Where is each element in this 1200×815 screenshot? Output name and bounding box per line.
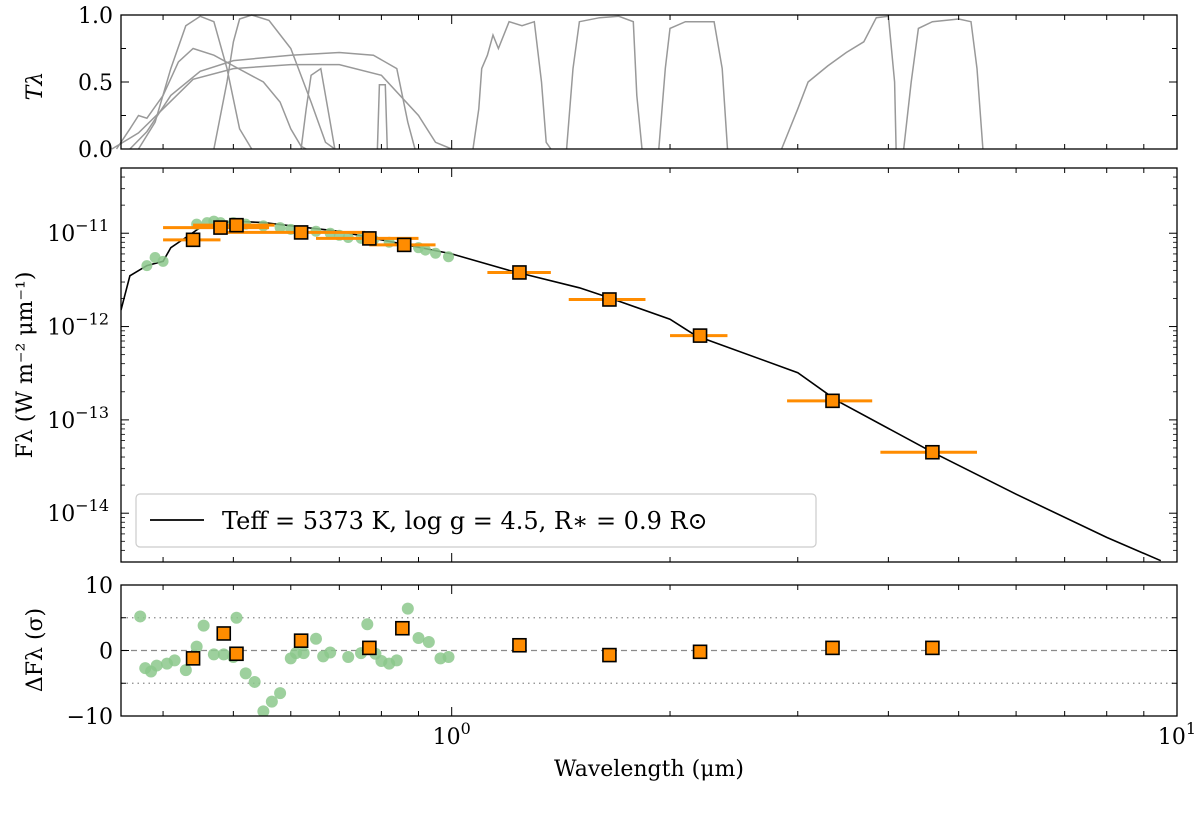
spectrum-point	[443, 251, 455, 263]
photometry-point	[229, 217, 244, 233]
photometry-residual-point	[512, 637, 527, 653]
x-tick-label: 101	[1158, 719, 1196, 750]
photometry-point	[692, 328, 708, 343]
photometry-point	[925, 444, 940, 460]
spectrum-residual-point	[239, 667, 252, 680]
wavelength-x-ticks: 100 101	[433, 719, 1196, 750]
transmission-axes-frame	[120, 14, 1178, 150]
spectrum-residual-point	[390, 654, 403, 667]
photometry-residual-point	[925, 640, 940, 656]
photometry-residual-point	[825, 640, 840, 656]
residual-reference-lines	[121, 617, 1177, 684]
photometry-residual-point	[602, 647, 617, 663]
y-tick-label: 0.5	[78, 71, 113, 96]
y-tick-label: 0.0	[78, 138, 113, 163]
filter-curve-band-11	[780, 15, 897, 150]
filter-curves	[111, 14, 984, 150]
spectrum-residual-point	[248, 675, 261, 688]
spectrum-residual-point	[297, 647, 310, 660]
residuals-panel: 100−10 100 101 ΔFλ (σ) Wavelength (μm)	[23, 574, 1196, 782]
spectrum-point	[419, 244, 431, 256]
spectrum-residual-point	[134, 610, 147, 623]
y-tick-label: 10−11	[47, 216, 109, 247]
legend-label: Teff = 5373 K, log g = 4.5, R∗ = 0.9 R⊙	[222, 507, 708, 535]
residual-axes-frame	[120, 584, 1178, 717]
spectrum-residual-point	[361, 618, 374, 631]
filter-curve-band-4	[129, 51, 416, 150]
filter-curve-band-2	[137, 15, 253, 150]
y-tick-label: 1.0	[78, 4, 113, 29]
photometry-points	[163, 217, 978, 460]
spectrum-residual-point	[190, 640, 203, 653]
y-tick-label: 10−13	[47, 403, 109, 434]
filter-curve-band-8	[472, 20, 552, 150]
photometry-residual-point	[229, 646, 244, 662]
photometry-point	[213, 220, 228, 235]
legend: Teff = 5373 K, log g = 4.5, R∗ = 0.9 R⊙	[135, 493, 817, 548]
x-axis-label: Wavelength (μm)	[554, 757, 744, 782]
filter-curve-band-1	[115, 47, 307, 150]
spectrum-residual-point	[442, 651, 455, 664]
x-tick-label: 100	[433, 719, 471, 750]
y-tick-label: −10	[67, 705, 113, 730]
filter-curve-band-12	[902, 18, 984, 150]
spectrum-residual-point	[257, 705, 270, 716]
photometry-point	[362, 231, 377, 246]
spectrum-residual-point	[168, 654, 181, 667]
spectrum-residual-point	[274, 687, 287, 700]
photometry-residual-point	[692, 644, 708, 660]
spectrum-residual-points	[134, 602, 455, 716]
photometry-point	[602, 292, 617, 307]
y-tick-label: 10−12	[47, 310, 109, 341]
filter-curve-band-10	[658, 20, 729, 150]
photometry-point	[185, 232, 201, 248]
spectrum-point	[274, 222, 286, 234]
photometry-residual-points	[185, 620, 940, 666]
filter-curve-band-3	[111, 63, 452, 150]
filter-curve-band-9	[565, 15, 643, 150]
spectrum-point	[141, 260, 153, 272]
spectrum-residual-point	[217, 648, 230, 661]
legend-box	[135, 493, 817, 548]
spectrum-residual-point	[179, 664, 192, 677]
sed-y-ticks: 10−11 10−12 10−13 10−14	[47, 167, 1178, 563]
spectrum-residual-point	[401, 602, 414, 615]
sed-y-label: Fλ (W m⁻² μm⁻¹)	[13, 272, 38, 459]
photometry-point	[825, 393, 840, 409]
spectrum-residual-point	[412, 632, 425, 645]
filter-curve-band-7	[376, 83, 389, 150]
photometry-residual-point	[185, 651, 201, 666]
photometry-point	[512, 265, 527, 280]
y-tick-label: 10	[85, 574, 113, 599]
spectrum-point	[157, 255, 169, 267]
spectrum-residual-point	[150, 659, 163, 672]
filter-curve-band-5	[213, 14, 336, 150]
photometry-residual-point	[216, 626, 232, 641]
spectrum-point	[430, 247, 442, 259]
spectrum-residual-point	[230, 611, 243, 624]
spectrum-residual-point	[422, 635, 435, 648]
transmission-panel: 0.0 0.5 1.0 Tλ	[23, 4, 1178, 163]
photometry-point	[293, 225, 309, 240]
sed-panel: 10−11 10−12 10−13 10−14 Fλ (W m⁻² μm⁻¹) Tef…	[13, 167, 1178, 563]
spectrum-residual-point	[207, 648, 220, 661]
residual-y-label: ΔFλ (σ)	[23, 608, 48, 692]
photometry-residual-point	[293, 633, 309, 648]
y-tick-label: 10−14	[47, 496, 109, 527]
photometry-residual-point	[362, 640, 377, 656]
filter-curve-band-6	[300, 67, 336, 150]
photometry-residual-point	[395, 620, 410, 636]
spectrum-residual-point	[197, 619, 210, 632]
transmission-y-label: Tλ	[23, 72, 48, 101]
spectrum-residual-point	[342, 651, 355, 664]
spectrum-residual-point	[265, 695, 278, 708]
spectrum-residual-point	[309, 632, 322, 645]
spectrum-residual-point	[324, 646, 337, 659]
photometry-point	[396, 237, 412, 253]
y-tick-label: 0	[99, 640, 113, 665]
transmission-y-ticks: 0.0 0.5 1.0	[78, 4, 1178, 163]
sed-axes-frame	[120, 167, 1178, 563]
